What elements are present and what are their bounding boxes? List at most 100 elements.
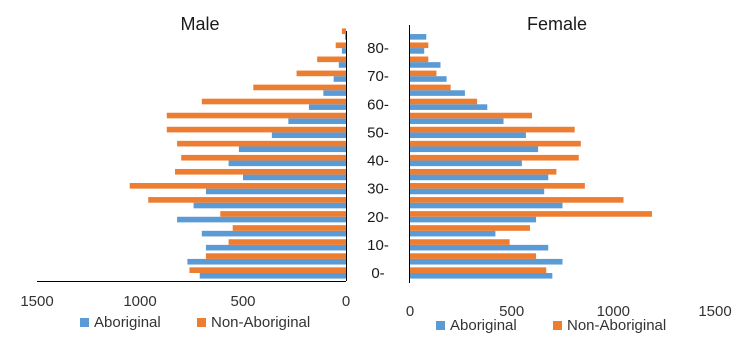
male-bar-non-aboriginal-65- xyxy=(253,84,346,91)
male-legend-label-non-aboriginal: Non-Aboriginal xyxy=(211,314,310,331)
female-bar-non-aboriginal-25- xyxy=(410,197,624,203)
male-legend-swatch-aboriginal xyxy=(80,318,89,327)
male-bar-aboriginal-75- xyxy=(338,62,346,68)
female-panel-title: Female xyxy=(527,14,587,34)
female-bar-non-aboriginal-20- xyxy=(410,211,652,217)
male-bar-non-aboriginal-45- xyxy=(177,140,346,147)
female-bar-aboriginal-30- xyxy=(410,188,545,195)
male-bar-aboriginal-65- xyxy=(323,90,346,96)
male-bar-non-aboriginal-50- xyxy=(166,126,346,133)
female-bar-aboriginal-65- xyxy=(410,90,465,96)
female-bar-aboriginal-5- xyxy=(410,258,563,265)
female-bar-non-aboriginal-35- xyxy=(410,168,557,175)
female-bar-aboriginal-75- xyxy=(410,62,441,68)
male-bar-non-aboriginal-80- xyxy=(335,42,346,49)
female-bar-aboriginal-55- xyxy=(410,118,504,124)
male-bar-aboriginal-55- xyxy=(288,118,346,124)
age-label: 60- xyxy=(367,96,389,113)
female-bar-aboriginal-20- xyxy=(410,216,537,223)
female-bar-aboriginal-10- xyxy=(410,244,549,251)
male-bar-non-aboriginal-75- xyxy=(317,56,346,63)
female-bar-non-aboriginal-55- xyxy=(410,112,532,119)
male-bar-non-aboriginal-35- xyxy=(175,168,346,175)
male-legend: Aboriginal Non-Aboriginal xyxy=(80,314,310,331)
female-bars xyxy=(410,34,652,279)
male-bar-aboriginal-5- xyxy=(187,258,346,265)
female-panel: Female 0 500 1000 1500 Aboriginal Non-Aborig… xyxy=(406,14,732,334)
male-bar-aboriginal-25- xyxy=(193,202,346,209)
male-bar-aboriginal-70- xyxy=(333,76,346,82)
male-bar-non-aboriginal-10- xyxy=(228,239,346,245)
female-bar-aboriginal-15- xyxy=(410,230,496,237)
male-x-tick-label: 1500 xyxy=(20,293,53,310)
female-bar-aboriginal-45- xyxy=(410,146,539,153)
male-bar-non-aboriginal-25- xyxy=(148,197,346,203)
male-bar-non-aboriginal-30- xyxy=(129,183,346,189)
male-bar-non-aboriginal-20- xyxy=(220,211,346,217)
female-bar-aboriginal-0- xyxy=(410,272,553,279)
female-x-tick-label: 500 xyxy=(499,303,524,320)
male-bar-non-aboriginal-40- xyxy=(181,154,346,161)
age-label: 40- xyxy=(367,153,389,170)
female-bar-non-aboriginal-5- xyxy=(410,253,537,259)
male-bar-non-aboriginal-55- xyxy=(166,112,346,119)
male-bar-non-aboriginal-5- xyxy=(205,253,346,259)
female-x-tick-label: 1500 xyxy=(698,303,731,320)
male-bar-aboriginal-35- xyxy=(243,174,346,181)
male-x-tick-label: 1000 xyxy=(123,293,156,310)
age-group-labels: 0- 10- 20- 30- 40- 50- 60- 70- 80- xyxy=(367,40,389,282)
male-bar-aboriginal-85- xyxy=(344,34,346,40)
female-legend-swatch-non-aboriginal xyxy=(553,321,562,330)
female-legend-label-aboriginal: Aboriginal xyxy=(450,317,517,334)
female-bar-non-aboriginal-40- xyxy=(410,154,579,161)
female-bar-aboriginal-60- xyxy=(410,104,488,110)
age-label: 0- xyxy=(371,265,384,282)
male-bar-aboriginal-45- xyxy=(238,146,346,153)
female-x-tick-label: 1000 xyxy=(597,303,630,320)
female-bar-non-aboriginal-0- xyxy=(410,267,547,273)
female-x-ticks: 0 500 1000 1500 xyxy=(406,303,732,320)
male-bar-aboriginal-60- xyxy=(308,104,346,110)
female-bar-aboriginal-80- xyxy=(410,48,425,54)
male-panel: Male 1500 1000 500 0 Aboriginal Non-Aborigin… xyxy=(20,14,350,331)
female-bar-aboriginal-85- xyxy=(410,34,427,40)
female-bar-aboriginal-35- xyxy=(410,174,549,181)
male-bar-aboriginal-80- xyxy=(341,48,346,54)
male-bar-non-aboriginal-0- xyxy=(189,267,346,273)
male-bar-aboriginal-15- xyxy=(201,230,346,237)
female-bar-non-aboriginal-60- xyxy=(410,98,478,105)
male-bar-aboriginal-0- xyxy=(199,272,346,279)
age-label: 50- xyxy=(367,124,389,141)
female-bar-non-aboriginal-10- xyxy=(410,239,510,245)
male-bars xyxy=(129,28,346,279)
female-bar-aboriginal-70- xyxy=(410,76,447,82)
male-bar-non-aboriginal-15- xyxy=(232,225,346,231)
female-bar-non-aboriginal-70- xyxy=(410,70,437,77)
male-bar-non-aboriginal-60- xyxy=(201,98,346,105)
female-legend-swatch-aboriginal xyxy=(436,321,445,330)
male-bar-non-aboriginal-70- xyxy=(296,70,346,77)
female-bar-aboriginal-50- xyxy=(410,132,526,139)
male-bar-aboriginal-10- xyxy=(205,244,346,251)
female-bar-aboriginal-40- xyxy=(410,160,522,167)
age-label: 70- xyxy=(367,68,389,85)
male-x-ticks: 1500 1000 500 0 xyxy=(20,293,350,310)
female-bar-non-aboriginal-50- xyxy=(410,126,575,133)
female-x-tick-label: 0 xyxy=(406,303,414,320)
male-x-tick-label: 0 xyxy=(342,293,350,310)
female-bar-aboriginal-25- xyxy=(410,202,563,209)
female-bar-non-aboriginal-45- xyxy=(410,140,581,147)
female-legend: Aboriginal Non-Aboriginal xyxy=(436,317,666,334)
female-bar-non-aboriginal-30- xyxy=(410,183,585,189)
male-bar-aboriginal-30- xyxy=(205,188,346,195)
male-legend-swatch-non-aboriginal xyxy=(197,318,206,327)
female-bar-non-aboriginal-80- xyxy=(410,42,429,49)
male-panel-title: Male xyxy=(180,14,219,34)
male-x-tick-label: 500 xyxy=(230,293,255,310)
age-label: 80- xyxy=(367,40,389,57)
male-legend-label-aboriginal: Aboriginal xyxy=(94,314,161,331)
age-label: 20- xyxy=(367,209,389,226)
male-bar-non-aboriginal-85- xyxy=(341,28,346,35)
female-bar-non-aboriginal-15- xyxy=(410,225,530,231)
